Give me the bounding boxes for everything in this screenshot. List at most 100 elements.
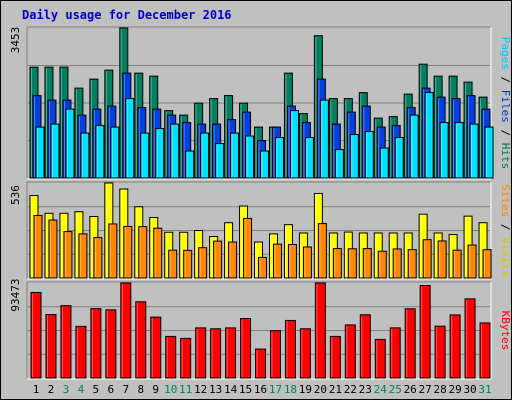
- bar-kbytes-day-9: [150, 316, 162, 379]
- day-label-28: 28: [434, 383, 447, 396]
- bar-pages-day-10: [170, 123, 180, 179]
- legend-item: Pages: [499, 37, 512, 70]
- bar-kbytes-day-24: [374, 338, 386, 379]
- bar-kbytes-day-13: [210, 328, 222, 379]
- bar-sites-day-14: [228, 241, 238, 279]
- day-label-7: 7: [122, 383, 129, 396]
- legend-sites-visits: Sites / Visits: [499, 184, 512, 277]
- legend-item: /: [499, 70, 512, 90]
- bar-pages-day-8: [140, 132, 150, 179]
- bar-kbytes-day-30: [464, 298, 476, 379]
- chart-title: Daily usage for December 2016: [22, 8, 232, 22]
- day-label-29: 29: [448, 383, 461, 396]
- bar-kbytes-day-16: [255, 348, 267, 379]
- bar-pages-day-2: [50, 123, 60, 179]
- bar-kbytes-day-26: [404, 308, 416, 379]
- day-label-18: 18: [284, 383, 297, 396]
- bar-sites-day-13: [213, 240, 223, 279]
- bar-sites-day-28: [437, 240, 447, 279]
- bar-kbytes-day-4: [75, 325, 87, 379]
- bar-sites-day-27: [422, 239, 432, 279]
- bar-pages-day-16: [260, 150, 270, 179]
- day-label-10: 10: [164, 383, 177, 396]
- day-label-25: 25: [389, 383, 402, 396]
- bar-kbytes-day-23: [359, 314, 371, 379]
- bar-pages-day-1: [35, 126, 45, 179]
- bar-kbytes-day-17: [269, 330, 281, 379]
- plot-border-dark: [26, 181, 491, 279]
- plot-border-dark: [26, 281, 491, 379]
- bar-pages-day-6: [110, 126, 120, 179]
- bar-pages-day-29: [454, 122, 464, 179]
- bar-kbytes-day-11: [180, 337, 192, 379]
- bar-pages-day-24: [379, 147, 389, 179]
- day-label-17: 17: [269, 383, 282, 396]
- bar-sites-day-20: [317, 223, 327, 279]
- bar-pages-day-17: [274, 137, 284, 179]
- plot-border-light: [27, 282, 492, 380]
- bar-kbytes-day-20: [314, 282, 326, 379]
- legend-item: /: [499, 123, 512, 143]
- bar-kbytes-day-12: [195, 327, 207, 379]
- bar-pages-day-15: [245, 135, 255, 179]
- bar-sites-day-16: [258, 256, 268, 279]
- bar-sites-day-24: [377, 250, 387, 279]
- day-label-14: 14: [224, 383, 238, 396]
- bar-pages-day-28: [439, 122, 449, 179]
- bar-kbytes-day-14: [225, 327, 237, 379]
- bar-sites-day-17: [272, 243, 282, 279]
- bar-pages-day-20: [319, 99, 329, 179]
- day-label-12: 12: [194, 383, 207, 396]
- plot-border-dark: [26, 26, 491, 179]
- bar-kbytes-day-21: [329, 335, 341, 379]
- bar-sites-day-21: [332, 248, 342, 279]
- axis-max-label-kbytes: 93473: [9, 278, 22, 311]
- bar-sites-day-7: [123, 225, 133, 279]
- series-kbytes: [30, 282, 491, 379]
- bar-kbytes-day-31: [479, 322, 491, 379]
- bar-pages-day-31: [484, 126, 494, 179]
- bar-sites-day-5: [93, 237, 103, 279]
- bar-sites-day-9: [153, 227, 163, 279]
- bar-sites-day-30: [467, 244, 477, 279]
- bar-sites-day-25: [392, 248, 402, 279]
- axis-max-label-sites-visits: 536: [9, 185, 22, 205]
- day-label-1: 1: [33, 383, 40, 396]
- bar-sites-day-3: [63, 231, 73, 279]
- day-label-31: 31: [478, 383, 491, 396]
- day-label-15: 15: [239, 383, 252, 396]
- bar-pages-day-12: [200, 132, 210, 179]
- bar-sites-day-15: [243, 217, 253, 279]
- day-label-11: 11: [179, 383, 192, 396]
- legend-item: /: [499, 217, 512, 237]
- day-label-2: 2: [48, 383, 55, 396]
- bar-sites-day-22: [347, 248, 357, 279]
- bar-sites-day-12: [198, 247, 208, 279]
- day-label-9: 9: [152, 383, 159, 396]
- bar-pages-day-30: [469, 123, 479, 179]
- day-label-16: 16: [254, 383, 267, 396]
- bar-pages-day-5: [95, 125, 105, 179]
- bar-sites-day-2: [48, 219, 58, 279]
- panel-kbytes: 93473 KBytes: [9, 278, 512, 380]
- day-label-19: 19: [299, 383, 312, 396]
- legend-item: Files: [499, 90, 512, 123]
- bar-pages-day-19: [304, 137, 314, 179]
- bar-sites-day-23: [362, 248, 372, 279]
- bar-kbytes-day-19: [299, 328, 311, 379]
- bar-sites-day-26: [407, 249, 417, 279]
- bar-sites-day-29: [452, 249, 462, 279]
- bar-kbytes-day-29: [449, 314, 461, 379]
- day-label-21: 21: [329, 383, 342, 396]
- bar-pages-day-26: [409, 114, 419, 179]
- bar-kbytes-day-1: [30, 291, 42, 379]
- bar-kbytes-day-8: [135, 301, 147, 379]
- day-label-8: 8: [137, 383, 144, 396]
- bar-sites-day-11: [183, 249, 193, 279]
- bar-pages-day-9: [155, 128, 165, 179]
- day-label-26: 26: [404, 383, 417, 396]
- bar-sites-day-8: [138, 226, 148, 279]
- bar-sites-day-18: [287, 244, 297, 279]
- bar-kbytes-day-10: [165, 335, 177, 379]
- day-label-4: 4: [78, 383, 85, 396]
